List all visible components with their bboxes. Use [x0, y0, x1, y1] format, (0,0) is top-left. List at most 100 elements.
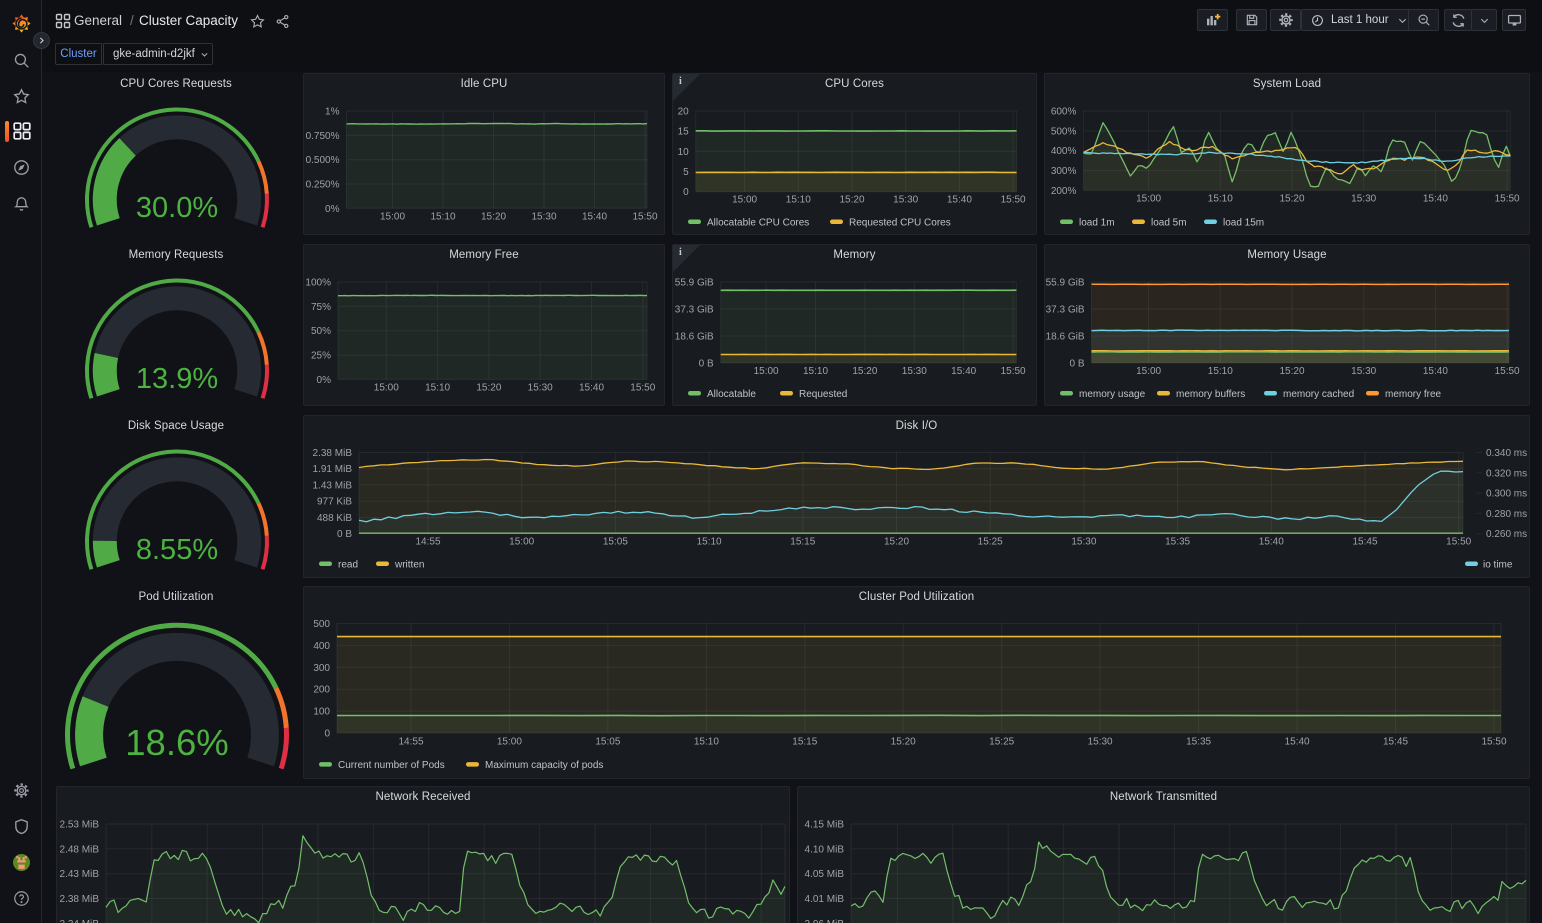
svg-text:15:30: 15:30 [1351, 366, 1376, 377]
svg-text:15:00: 15:00 [374, 382, 399, 393]
svg-text:0: 0 [683, 187, 689, 198]
svg-text:200%: 200% [1051, 186, 1077, 197]
svg-text:55.9 GiB: 55.9 GiB [675, 278, 714, 289]
svg-text:0.280 ms: 0.280 ms [1486, 509, 1527, 520]
svg-text:read: read [338, 560, 358, 571]
svg-text:300%: 300% [1051, 166, 1077, 177]
svg-text:2.53 MiB: 2.53 MiB [60, 820, 100, 831]
svg-text:15:50: 15:50 [632, 211, 657, 222]
svg-text:4.15 MiB: 4.15 MiB [805, 820, 845, 831]
svg-text:15:40: 15:40 [951, 366, 976, 377]
svg-text:37.3 GiB: 37.3 GiB [675, 305, 714, 316]
svg-text:15:10: 15:10 [694, 737, 719, 748]
svg-text:0%: 0% [317, 375, 332, 386]
svg-text:15:20: 15:20 [839, 194, 864, 205]
svg-text:15:00: 15:00 [497, 737, 522, 748]
svg-text:memory buffers: memory buffers [1176, 389, 1245, 400]
svg-text:15:50: 15:50 [630, 382, 655, 393]
svg-text:15:50: 15:50 [1001, 194, 1026, 205]
svg-text:0 B: 0 B [699, 359, 714, 370]
svg-text:15:30: 15:30 [531, 211, 556, 222]
svg-text:15:10: 15:10 [425, 382, 450, 393]
svg-text:load 1m: load 1m [1079, 218, 1115, 229]
svg-text:400%: 400% [1051, 146, 1077, 157]
svg-text:memory free: memory free [1385, 389, 1442, 400]
svg-text:50%: 50% [311, 326, 331, 337]
svg-text:15:50: 15:50 [1495, 193, 1520, 204]
svg-text:load 15m: load 15m [1223, 218, 1264, 229]
svg-text:15:50: 15:50 [1495, 366, 1520, 377]
svg-text:Requested: Requested [799, 389, 847, 400]
svg-text:15:15: 15:15 [792, 737, 817, 748]
svg-text:15:05: 15:05 [603, 537, 628, 548]
svg-text:0.260 ms: 0.260 ms [1486, 529, 1527, 540]
svg-text:0.300 ms: 0.300 ms [1486, 489, 1527, 500]
svg-text:977 KiB: 977 KiB [317, 497, 352, 508]
svg-text:500%: 500% [1051, 126, 1077, 137]
svg-text:100: 100 [313, 707, 330, 718]
svg-text:3.96 MiB: 3.96 MiB [805, 919, 845, 923]
svg-text:2.43 MiB: 2.43 MiB [60, 869, 100, 880]
svg-text:15:45: 15:45 [1383, 737, 1408, 748]
svg-text:25%: 25% [311, 351, 331, 362]
svg-text:18.6 GiB: 18.6 GiB [675, 332, 714, 343]
svg-text:18.6%: 18.6% [125, 722, 229, 763]
svg-text:15:00: 15:00 [509, 537, 534, 548]
svg-text:15:40: 15:40 [1423, 193, 1448, 204]
svg-text:load 5m: load 5m [1151, 218, 1187, 229]
svg-text:55.9 GiB: 55.9 GiB [1046, 278, 1085, 289]
svg-text:15:25: 15:25 [978, 537, 1003, 548]
svg-text:15:30: 15:30 [1071, 537, 1096, 548]
svg-text:4.01 MiB: 4.01 MiB [805, 894, 845, 905]
svg-text:15:40: 15:40 [579, 382, 604, 393]
svg-text:4.10 MiB: 4.10 MiB [805, 844, 845, 855]
svg-text:15:40: 15:40 [582, 211, 607, 222]
svg-text:15:40: 15:40 [1285, 737, 1310, 748]
svg-text:8.55%: 8.55% [136, 534, 218, 566]
svg-text:15: 15 [678, 127, 690, 138]
svg-text:15:10: 15:10 [1208, 366, 1233, 377]
svg-text:written: written [394, 560, 424, 571]
svg-text:15:20: 15:20 [1279, 366, 1304, 377]
svg-text:4.05 MiB: 4.05 MiB [805, 869, 845, 880]
svg-text:15:45: 15:45 [1352, 537, 1377, 548]
svg-text:15:35: 15:35 [1186, 737, 1211, 748]
svg-text:15:50: 15:50 [1481, 737, 1506, 748]
svg-text:13.9%: 13.9% [136, 363, 218, 395]
svg-text:200: 200 [313, 685, 330, 696]
svg-text:18.6 GiB: 18.6 GiB [1046, 332, 1085, 343]
svg-text:15:00: 15:00 [1136, 193, 1161, 204]
svg-text:0%: 0% [325, 204, 340, 215]
svg-text:1.43 MiB: 1.43 MiB [313, 480, 353, 491]
svg-text:75%: 75% [311, 302, 331, 313]
svg-text:15:10: 15:10 [803, 366, 828, 377]
svg-text:500: 500 [313, 619, 330, 630]
svg-text:15:00: 15:00 [380, 211, 405, 222]
svg-text:20: 20 [678, 107, 690, 118]
svg-text:15:35: 15:35 [1165, 537, 1190, 548]
svg-text:5: 5 [683, 167, 689, 178]
svg-text:0: 0 [324, 729, 330, 740]
svg-text:15:20: 15:20 [481, 211, 506, 222]
svg-text:15:10: 15:10 [697, 537, 722, 548]
svg-text:Allocatable CPU Cores: Allocatable CPU Cores [707, 218, 809, 229]
svg-text:0.320 ms: 0.320 ms [1486, 468, 1527, 479]
svg-text:15:25: 15:25 [989, 737, 1014, 748]
svg-text:2.38 MiB: 2.38 MiB [60, 894, 100, 905]
svg-text:15:30: 15:30 [1351, 193, 1376, 204]
svg-text:30.0%: 30.0% [136, 192, 218, 224]
svg-text:600%: 600% [1051, 107, 1077, 118]
svg-text:0 B: 0 B [337, 529, 352, 540]
svg-text:15:50: 15:50 [1446, 537, 1471, 548]
svg-text:15:40: 15:40 [947, 194, 972, 205]
svg-text:15:20: 15:20 [891, 737, 916, 748]
svg-text:Current number of Pods: Current number of Pods [338, 760, 445, 771]
svg-text:Allocatable: Allocatable [707, 389, 756, 400]
svg-text:15:10: 15:10 [786, 194, 811, 205]
svg-text:15:50: 15:50 [1001, 366, 1026, 377]
svg-text:15:20: 15:20 [852, 366, 877, 377]
svg-text:15:15: 15:15 [790, 537, 815, 548]
svg-text:0.500%: 0.500% [306, 155, 340, 166]
svg-text:2.48 MiB: 2.48 MiB [60, 844, 100, 855]
svg-text:15:20: 15:20 [1279, 193, 1304, 204]
